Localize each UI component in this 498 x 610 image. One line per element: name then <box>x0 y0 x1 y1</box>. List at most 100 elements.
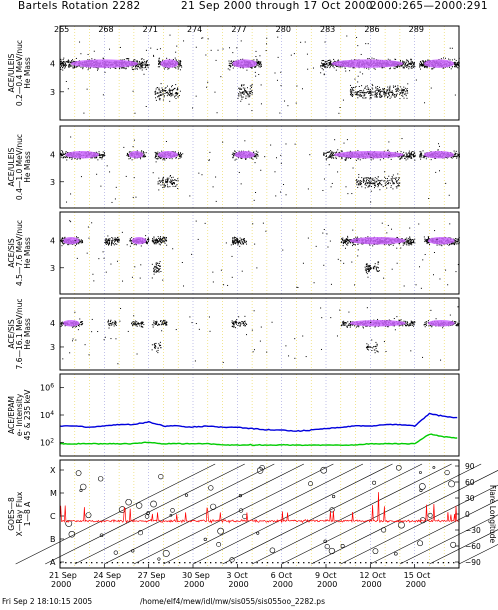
data-point <box>331 151 333 153</box>
data-point <box>162 237 164 239</box>
data-point <box>378 90 380 92</box>
data-point <box>243 93 245 95</box>
data-point <box>362 91 364 93</box>
data-point <box>408 152 410 154</box>
data-point <box>354 91 356 93</box>
data-point <box>356 181 358 183</box>
data-point <box>163 186 165 188</box>
data-point <box>367 91 369 93</box>
data-point <box>401 64 403 66</box>
data-point <box>401 138 403 140</box>
data-point <box>322 64 324 66</box>
data-point <box>402 67 404 69</box>
data-point <box>106 238 108 240</box>
data-point <box>169 91 171 93</box>
data-point <box>237 157 239 159</box>
data-point <box>369 183 371 185</box>
data-point <box>380 95 382 97</box>
data-point <box>177 178 179 180</box>
data-point <box>387 58 389 60</box>
data-point <box>215 59 217 61</box>
data-point <box>251 92 253 94</box>
data-point <box>322 65 324 67</box>
data-point <box>201 37 203 39</box>
data-point <box>352 244 354 246</box>
data-point <box>166 91 168 93</box>
data-point <box>358 95 360 97</box>
data-point <box>65 152 67 154</box>
data-point <box>410 64 412 66</box>
data-point <box>331 182 333 184</box>
data-point <box>394 96 396 98</box>
data-point <box>379 159 381 161</box>
data-point <box>63 64 65 66</box>
data-point <box>67 88 69 90</box>
data-point <box>343 242 345 244</box>
data-point <box>260 62 262 64</box>
data-point <box>443 57 445 59</box>
data-point <box>125 67 127 69</box>
data-point <box>167 186 169 188</box>
data-point <box>339 151 341 153</box>
data-point <box>451 47 453 49</box>
data-point <box>139 64 141 66</box>
data-point <box>60 61 62 63</box>
data-point <box>246 87 248 89</box>
data-point <box>162 99 164 101</box>
data-point <box>127 154 129 156</box>
data-point <box>405 155 407 157</box>
header-doy-range: 2000:265—2000:291 <box>370 0 488 12</box>
data-point <box>357 75 359 77</box>
data-point <box>244 140 246 142</box>
data-point <box>392 244 394 246</box>
data-point <box>371 57 373 59</box>
data-point <box>331 153 333 155</box>
data-point <box>158 156 160 158</box>
data-point <box>145 66 147 68</box>
data-point <box>438 143 440 145</box>
data-point <box>412 241 414 243</box>
data-point <box>384 184 386 186</box>
data-point <box>307 68 309 70</box>
data-point <box>154 242 156 244</box>
data-point <box>163 96 165 98</box>
data-point <box>407 62 409 64</box>
grid-panel-3 <box>59 298 460 370</box>
data-point <box>236 237 238 239</box>
data-point <box>166 178 168 180</box>
data-point <box>158 189 160 191</box>
data-point <box>255 56 257 58</box>
data-point <box>160 157 162 159</box>
data-point <box>232 157 234 159</box>
data-point <box>164 242 166 244</box>
data-point <box>117 236 119 238</box>
data-point <box>152 240 154 242</box>
data-point <box>454 63 456 65</box>
data-point <box>407 83 409 85</box>
data-point <box>454 155 456 157</box>
data-point <box>393 183 395 185</box>
data-point <box>334 152 336 154</box>
data-point <box>406 59 408 61</box>
data-point <box>154 92 156 94</box>
data-point <box>403 62 405 64</box>
data-point <box>170 93 172 95</box>
data-point <box>426 66 428 68</box>
data-point <box>277 36 279 38</box>
data-point <box>355 236 357 238</box>
data-point <box>179 90 181 92</box>
data-point <box>270 144 272 146</box>
data-point <box>328 64 330 66</box>
data-point <box>158 240 160 242</box>
data-point <box>104 154 106 156</box>
data-point <box>162 59 164 61</box>
data-point <box>148 64 150 66</box>
data-point <box>280 85 282 87</box>
data-point <box>364 91 366 93</box>
data-point <box>406 88 408 90</box>
data-point <box>222 141 224 143</box>
data-point <box>374 181 376 183</box>
data-point <box>128 158 130 160</box>
data-point <box>251 157 253 159</box>
data-point <box>390 186 392 188</box>
